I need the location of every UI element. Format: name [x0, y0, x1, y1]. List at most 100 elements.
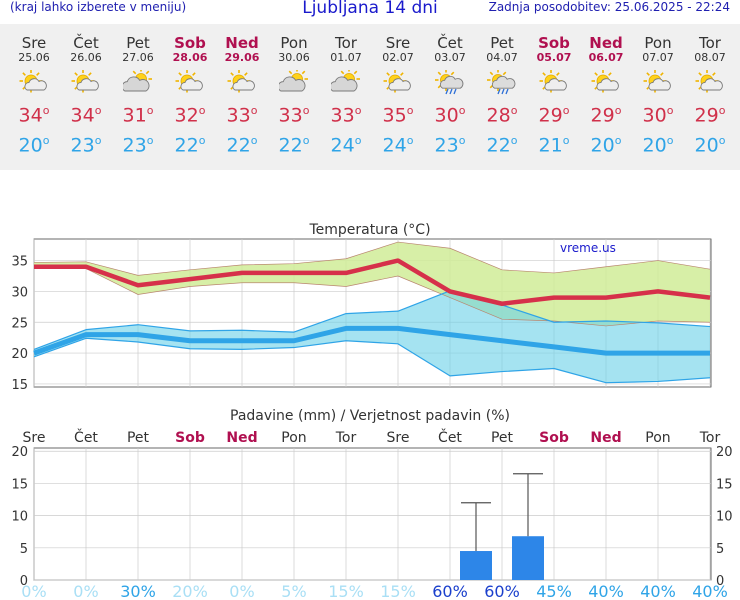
precip-probability: 45% — [536, 582, 572, 600]
sun-cloud-icon — [695, 69, 725, 96]
precip-probability: 40% — [588, 582, 624, 600]
precip-probability: 15% — [380, 582, 416, 600]
rain-day-label: Ned — [226, 430, 257, 446]
location-hint[interactable]: (kraj lahko izberete v meniju) — [10, 0, 187, 14]
cloud-sun-icon — [277, 68, 309, 96]
min-temp: 20o — [18, 134, 50, 157]
sun-cloud-icon — [175, 69, 205, 96]
day-column: Čet 03.07 30o 23o — [424, 24, 476, 157]
sun-cloud-icon — [383, 69, 413, 96]
rain-day-label: Tor — [335, 430, 357, 446]
rain-y-tick-right: 20 — [716, 445, 733, 460]
min-temp: 22o — [174, 134, 206, 157]
min-temp: 22o — [226, 134, 258, 157]
max-temp: 33o — [330, 104, 362, 127]
min-temp-line — [33, 325, 710, 356]
min-temp: 24o — [330, 134, 362, 157]
rain-day-label: Sob — [539, 430, 569, 446]
temperature-chart: 15 20 25 30 35 Temperatura (°C) vreme.us — [11, 222, 712, 393]
rain-y-tick-left: 10 — [11, 510, 28, 525]
rain-day-label: Pet — [127, 430, 150, 446]
rain-day-label: Sre — [387, 430, 410, 446]
max-temp: 32o — [174, 104, 206, 127]
day-name: Sob — [538, 34, 570, 52]
day-name: Pet — [126, 34, 150, 52]
day-name: Pon — [644, 34, 672, 52]
rain-y-tick-right: 5 — [716, 542, 724, 557]
day-name: Sre — [21, 34, 47, 52]
min-temp-range-band — [34, 290, 710, 383]
day-date: 01.07 — [330, 51, 362, 64]
day-column: Sre 02.07 35o 24o — [372, 24, 424, 157]
precip-probability: 0% — [73, 582, 98, 600]
min-temp: 23o — [122, 134, 154, 157]
min-temp: 23o — [434, 134, 466, 157]
last-update: Zadnja posodobitev: 25.06.2025 - 22:24 — [488, 0, 730, 14]
max-temp: 31o — [122, 104, 154, 127]
sun-cloud-icon — [227, 69, 257, 96]
day-name: Ned — [589, 34, 623, 52]
sun-rain-icon — [435, 69, 465, 96]
day-column: Sob 28.06 32o 22o — [164, 24, 216, 157]
precip-probability: 40% — [640, 582, 676, 600]
chart-watermark: vreme.us — [560, 241, 616, 255]
max-temp: 28o — [486, 104, 518, 127]
day-date: 07.07 — [642, 51, 674, 64]
day-column: Ned 29.06 33o 22o — [216, 24, 268, 157]
precip-probability: 5% — [281, 582, 306, 600]
temp-y-tick: 35 — [11, 255, 28, 270]
rain-y-tick-right: 10 — [716, 510, 733, 525]
min-temp: 20o — [642, 134, 674, 157]
day-date: 27.06 — [122, 51, 154, 64]
precip-probability: 20% — [172, 582, 208, 600]
max-temp: 33o — [278, 104, 310, 127]
day-name: Pon — [280, 34, 308, 52]
rain-day-label: Sre — [23, 430, 46, 446]
temp-y-tick: 25 — [11, 316, 28, 331]
day-date: 05.07 — [536, 51, 572, 64]
max-temp-line — [34, 258, 711, 306]
day-name: Tor — [699, 34, 721, 52]
day-name: Čet — [437, 34, 463, 52]
rain-day-label: Čet — [438, 428, 462, 446]
day-date: 08.07 — [694, 51, 726, 64]
rain-y-tick-right: 15 — [716, 477, 733, 492]
daily-forecast-strip: Sre 25.06 34o 20o Čet 26.06 34o 23o Pet 27.06 31o 2… — [0, 24, 740, 170]
sun-cloud-icon — [643, 69, 673, 96]
rain-y-tick-left: 15 — [11, 477, 28, 492]
rain-y-tick-left: 0 — [20, 574, 28, 589]
max-temp: 29o — [538, 104, 570, 127]
rain-y-tick-left: 20 — [11, 445, 28, 460]
precip-probability: 30% — [120, 582, 156, 600]
day-column: Tor 01.07 33o 24o — [320, 24, 372, 157]
day-name: Sob — [174, 34, 206, 52]
day-column: Sob 05.07 29o 21o — [528, 24, 580, 157]
sun-cloud-icon — [19, 69, 49, 96]
cloud-sun-icon — [121, 68, 153, 96]
day-date: 04.07 — [486, 51, 518, 64]
sun-cloud-icon — [539, 69, 569, 96]
page-header: (kraj lahko izberete v meniju) Ljubljana… — [0, 0, 740, 22]
max-temp: 35o — [382, 104, 414, 127]
day-column: Pet 04.07 28o 22o — [476, 24, 528, 157]
page-title: Ljubljana 14 dni — [302, 0, 438, 18]
precip-probability: 0% — [21, 582, 46, 600]
day-column: Pon 30.06 33o 22o — [268, 24, 320, 157]
rain-chart-title: Padavine (mm) / Verjetnost padavin (%) — [230, 408, 510, 424]
day-column: Ned 06.07 29o 20o — [580, 24, 632, 157]
rain-y-tick-right: 0 — [716, 574, 724, 589]
sun-rain-icon — [487, 69, 517, 96]
precip-probability: 0% — [229, 582, 254, 600]
precip-probability: 60% — [432, 582, 468, 600]
min-temp: 24o — [382, 134, 414, 157]
day-column: Pet 27.06 31o 23o — [112, 24, 164, 157]
temp-y-tick: 30 — [11, 285, 28, 300]
precip-probability: 40% — [692, 582, 728, 600]
sun-cloud-icon — [591, 69, 621, 96]
rain-plot-frame — [33, 447, 712, 581]
min-temp: 20o — [590, 134, 622, 157]
max-temp: 30o — [434, 104, 466, 127]
min-range-upper-edge — [33, 290, 711, 350]
min-range-lower-edge — [33, 337, 711, 384]
day-column: Tor 08.07 29o 20o — [684, 24, 736, 157]
